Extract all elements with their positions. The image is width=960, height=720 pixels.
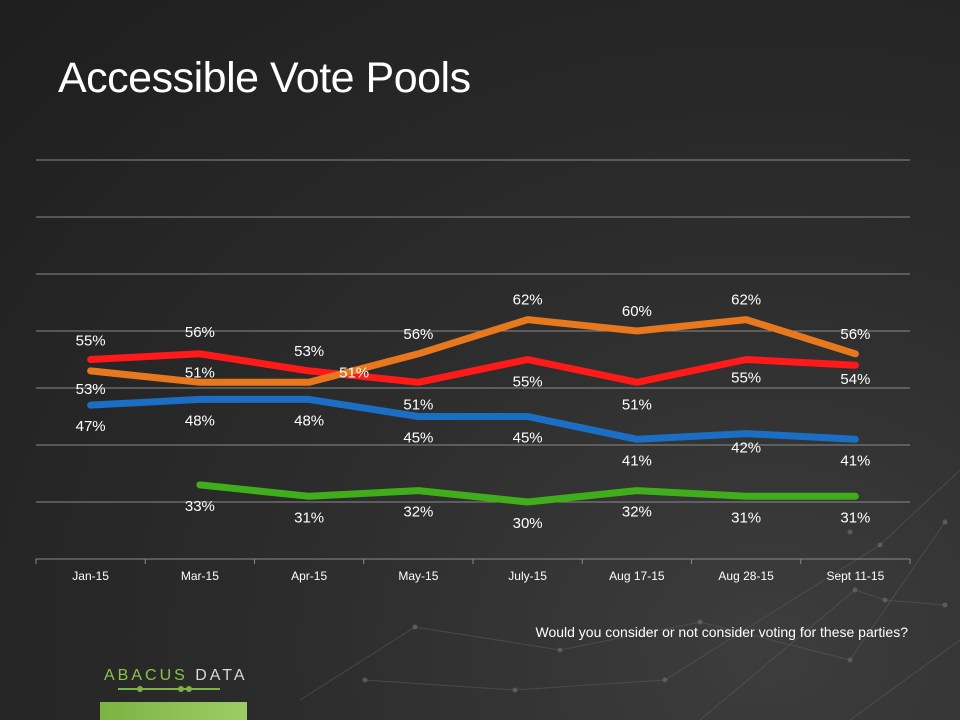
data-label: 42% [731,440,761,457]
data-label: 56% [840,326,870,343]
brand-logo: ABACUS DATA [104,667,248,685]
data-label: 32% [403,504,433,521]
brand-color-block [100,702,247,720]
data-label: 60% [622,303,652,320]
x-tick-label: May-15 [398,569,438,583]
brand-dot [178,686,184,692]
series-line [87,316,859,386]
brand-name-part2: DATA [195,667,248,684]
brand-dot [186,686,192,692]
data-label: 47% [76,418,106,435]
data-label: 30% [513,515,543,532]
brand-underline [118,688,220,690]
data-label: 53% [76,381,106,398]
data-label: 32% [622,504,652,521]
data-label: 56% [403,326,433,343]
x-tick-label: July-15 [508,569,547,583]
x-tick-label: Aug 17-15 [609,569,665,583]
data-label: 53% [294,343,324,360]
x-tick-label: Mar-15 [181,569,219,583]
series-line [87,395,859,443]
data-label: 31% [840,509,870,526]
data-label: 31% [294,509,324,526]
data-label: 51% [339,364,369,381]
x-tick-label: Jan-15 [72,569,109,583]
data-label: 45% [513,430,543,447]
data-label: 51% [403,396,433,413]
data-label: 31% [731,509,761,526]
data-label: 51% [622,396,652,413]
data-label: 62% [513,292,543,309]
series-line [87,350,859,386]
brand-dot [137,686,143,692]
data-label: 51% [185,364,215,381]
x-tick-label: Sept 11-15 [826,569,884,583]
data-label: 55% [76,333,106,350]
data-label: 41% [622,452,652,469]
page-title: Accessible Vote Pools [58,54,471,102]
data-label: 62% [731,292,761,309]
data-label: 48% [185,412,215,429]
data-label: 41% [840,452,870,469]
x-tick-label: Aug 28-15 [718,569,774,583]
data-label: 56% [185,324,215,341]
data-label: 54% [840,371,870,388]
brand-name-part1: ABACUS [104,667,188,684]
data-label: 48% [294,412,324,429]
data-label: 45% [403,430,433,447]
data-label: 55% [513,374,543,391]
data-label: 55% [731,370,761,387]
x-tick-label: Apr-15 [291,569,327,583]
survey-question: Would you consider or not consider votin… [535,624,908,640]
series-line [196,481,859,506]
data-label: 33% [185,498,215,515]
